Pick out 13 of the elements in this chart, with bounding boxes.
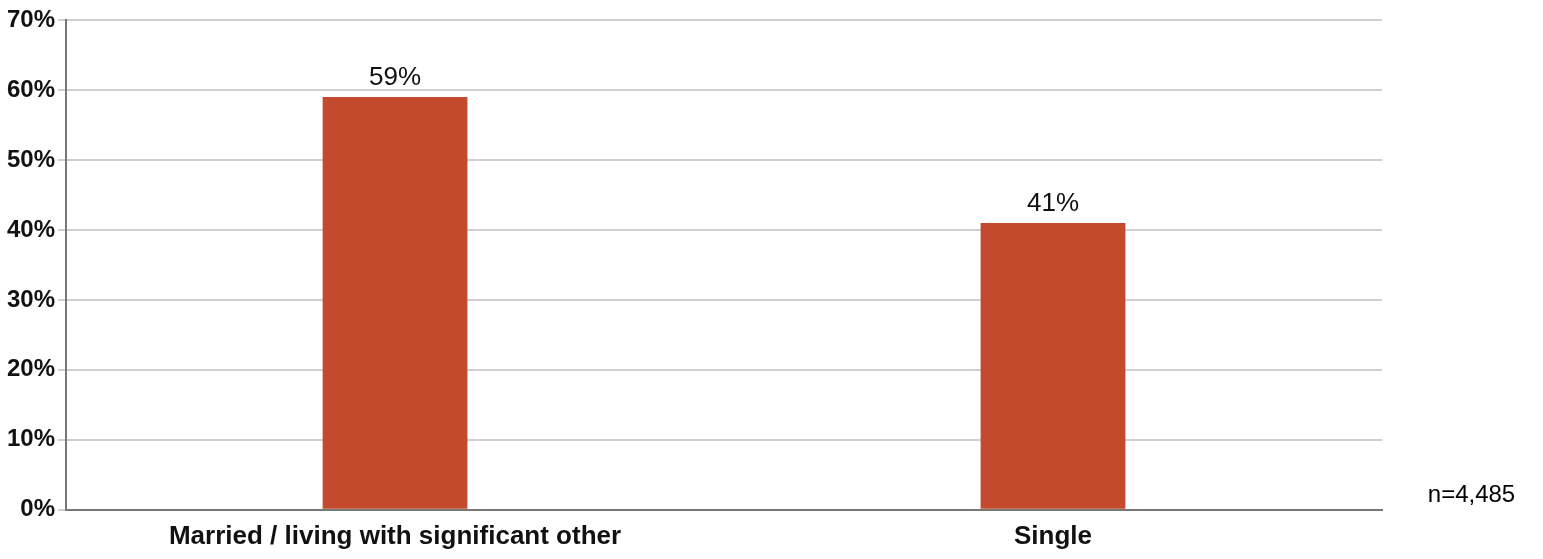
y-tick-label: 10% xyxy=(6,424,56,452)
x-tick-label: Single xyxy=(1014,519,1093,550)
data-label: 41% xyxy=(1026,187,1080,218)
text: n=4,485 xyxy=(1426,480,1517,508)
data-label: 59% xyxy=(369,61,422,92)
y-tick-label: 30% xyxy=(6,284,56,312)
y-tick-label: 50% xyxy=(6,144,56,172)
y-tick-label: 20% xyxy=(6,354,56,382)
y-tick-label: 60% xyxy=(6,74,56,102)
y-tick-label: 70% xyxy=(6,4,56,32)
y-tick-label: 40% xyxy=(6,214,56,242)
x-tick-label: Married / living with significant other xyxy=(168,519,622,550)
y-tick-label: 0% xyxy=(20,494,56,522)
